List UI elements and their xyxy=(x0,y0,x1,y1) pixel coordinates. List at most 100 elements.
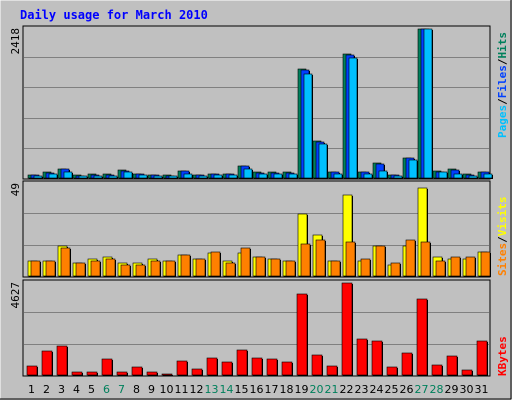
day-label-1: 1 xyxy=(28,383,35,396)
bar-kbytes-day-4 xyxy=(71,371,83,376)
bar-shadow xyxy=(163,375,173,376)
bar-kbytes-day-2 xyxy=(41,350,53,376)
day-label-18: 18 xyxy=(280,383,294,396)
bar-sites-day-20 xyxy=(315,239,326,277)
bar-kbytes-day-25 xyxy=(386,366,398,376)
bar-pages-day-19 xyxy=(303,73,313,179)
bar-kbytes-day-9 xyxy=(146,371,158,376)
day-label-6: 6 xyxy=(103,383,110,396)
bar-sites-day-19 xyxy=(300,243,311,277)
bar-pages-day-27 xyxy=(423,28,433,179)
bar-sites-day-10 xyxy=(165,260,176,277)
day-label-9: 9 xyxy=(148,383,155,396)
bar-pages-day-14 xyxy=(228,174,238,179)
bar-sites-day-23 xyxy=(360,258,371,277)
bar-sites-day-26 xyxy=(405,239,416,277)
legend-entry: / xyxy=(496,236,509,243)
bar-sites-day-6 xyxy=(105,258,116,277)
day-label-16: 16 xyxy=(250,383,264,396)
day-label-31: 31 xyxy=(475,383,489,396)
bar-kbytes-day-29 xyxy=(446,355,458,376)
bar-kbytes-day-6 xyxy=(101,358,113,376)
bar-sites-day-27 xyxy=(420,241,431,277)
bar-kbytes-day-28 xyxy=(431,364,443,376)
legend-kbytes: KBytes xyxy=(496,336,509,376)
bar-sites-day-12 xyxy=(195,258,206,277)
day-label-24: 24 xyxy=(370,383,384,396)
legend-entry: Visits xyxy=(496,197,509,237)
bar-pages-day-29 xyxy=(453,173,463,179)
day-label-29: 29 xyxy=(445,383,459,396)
bar-pages-day-26 xyxy=(408,159,418,179)
bar-pages-day-2 xyxy=(48,173,58,179)
bar-sites-day-29 xyxy=(450,256,461,277)
bar-pages-day-12 xyxy=(198,175,208,179)
ymax-label: 49 xyxy=(9,183,22,196)
bar-kbytes-day-16 xyxy=(251,357,263,376)
day-label-5: 5 xyxy=(88,383,95,396)
bar-pages-day-15 xyxy=(243,168,253,179)
bar-kbytes-day-24 xyxy=(371,340,383,376)
day-label-8: 8 xyxy=(133,383,140,396)
bar-sites-day-16 xyxy=(255,256,266,277)
day-label-23: 23 xyxy=(355,383,369,396)
day-label-19: 19 xyxy=(295,383,309,396)
bar-kbytes-day-7 xyxy=(116,371,128,376)
bar-kbytes-day-8 xyxy=(131,366,143,376)
bar-kbytes-day-27 xyxy=(416,298,428,376)
bar-pages-day-13 xyxy=(213,174,223,179)
bar-sites-day-11 xyxy=(180,254,191,277)
day-label-2: 2 xyxy=(43,383,50,396)
day-label-26: 26 xyxy=(400,383,414,396)
legend-sites-visits: Sites/Visits xyxy=(496,197,509,277)
day-label-22: 22 xyxy=(340,383,354,396)
panel-kbytes: 4627 xyxy=(9,279,491,377)
bar-kbytes-day-23 xyxy=(356,338,368,376)
day-label-3: 3 xyxy=(58,383,65,396)
bar-kbytes-day-15 xyxy=(236,349,248,376)
bar-pages-day-11 xyxy=(183,173,193,179)
bar-kbytes-day-13 xyxy=(206,357,218,376)
bar-kbytes-day-5 xyxy=(86,371,98,376)
bar-kbytes-day-30 xyxy=(461,369,473,376)
bar-pages-day-22 xyxy=(348,57,358,179)
legend-entry: Pages xyxy=(496,105,509,138)
bar-sites-day-21 xyxy=(330,260,341,277)
legend-entry: Sites xyxy=(496,243,509,276)
day-label-27: 27 xyxy=(415,383,429,396)
bar-pages-day-24 xyxy=(378,170,388,179)
day-label-21: 21 xyxy=(325,383,339,396)
legend-entry: Files xyxy=(496,65,509,98)
bar-pages-day-17 xyxy=(273,173,283,179)
bar-pages-day-21 xyxy=(333,173,343,179)
bar-sites-day-1 xyxy=(30,260,41,277)
legend-entry: / xyxy=(496,58,509,65)
ymax-label: 4627 xyxy=(9,282,22,309)
day-axis: 1 2 3 4 5 6 7 8 9 10 11 12 13 14 15 16 17 18 19 20 21 22 23 24 2… xyxy=(28,383,489,396)
day-label-30: 30 xyxy=(460,383,474,396)
bar-sites-day-14 xyxy=(225,262,236,277)
bar-sites-day-5 xyxy=(90,260,101,277)
legend-entry: Hits xyxy=(496,32,509,59)
day-label-7: 7 xyxy=(118,383,125,396)
bar-kbytes-day-10 xyxy=(161,373,173,376)
bar-sites-day-2 xyxy=(45,260,56,277)
day-label-20: 20 xyxy=(310,383,324,396)
bar-sites-day-30 xyxy=(465,256,476,277)
bar-kbytes-day-20 xyxy=(311,354,323,376)
bar-kbytes-day-18 xyxy=(281,361,293,376)
bar-pages-day-25 xyxy=(393,175,403,179)
ymax-label: 2418 xyxy=(9,28,22,55)
bar-sites-day-7 xyxy=(120,264,131,277)
bar-sites-day-15 xyxy=(240,247,251,277)
bar-sites-day-9 xyxy=(150,260,161,277)
bar-pages-day-16 xyxy=(258,173,268,179)
day-label-12: 12 xyxy=(190,383,204,396)
bar-pages-day-7 xyxy=(123,171,133,179)
chart-title: Daily usage for March 2010 xyxy=(20,8,208,22)
bar-sites-day-18 xyxy=(285,260,296,277)
day-label-28: 28 xyxy=(430,383,444,396)
bar-pages-day-30 xyxy=(468,175,478,179)
